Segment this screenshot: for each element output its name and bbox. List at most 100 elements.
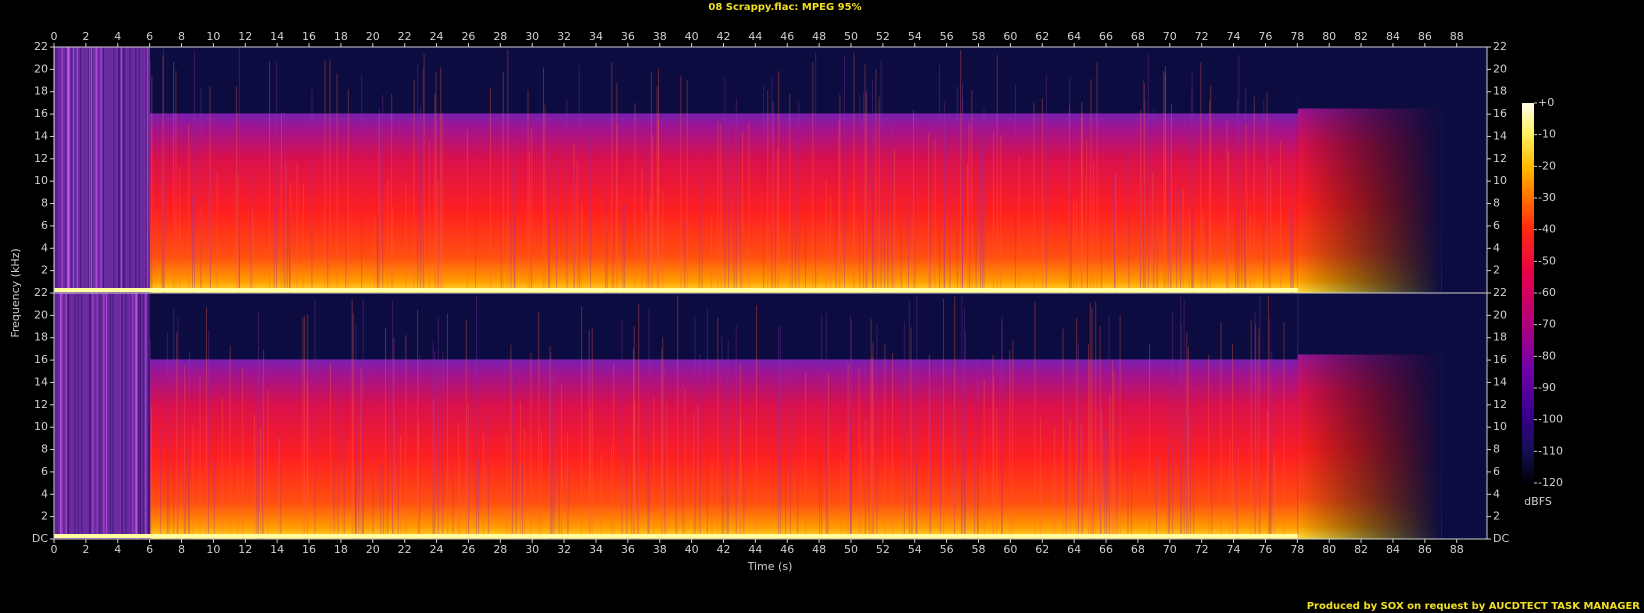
spectrogram <box>53 47 1487 539</box>
spectrum-tail-top <box>1297 83 1442 109</box>
colorbar-tick-label: -40 <box>1538 223 1556 236</box>
x-tick-label: 86 <box>1418 543 1432 556</box>
y-tick-label: 2 <box>41 264 48 277</box>
y-tick-label: 6 <box>41 219 48 232</box>
x-tick-label: 62 <box>1035 543 1049 556</box>
x-tick-label: 36 <box>621 543 635 556</box>
x-tick-label: 76 <box>1258 543 1272 556</box>
x-tick-label: 18 <box>334 30 348 43</box>
x-tick-label: 6 <box>146 30 153 43</box>
x-tick-label: 88 <box>1450 543 1464 556</box>
y-tick-label: 16 <box>1493 353 1507 366</box>
x-tick-label: 62 <box>1035 30 1049 43</box>
colorbar-tick-label: -50 <box>1538 254 1556 267</box>
x-tick-label: 74 <box>1227 30 1241 43</box>
x-tick-label: 66 <box>1099 543 1113 556</box>
y-tick-label: 8 <box>41 443 48 456</box>
y-tick-label: 4 <box>41 241 48 254</box>
colorbar-label: dBFS <box>1524 495 1552 508</box>
colorbar-tick-label: -120 <box>1538 476 1563 489</box>
x-tick-label: 72 <box>1195 543 1209 556</box>
x-tick-label: 2 <box>82 543 89 556</box>
x-tick-label: 84 <box>1386 543 1400 556</box>
colorbar-tick-label: -60 <box>1538 286 1556 299</box>
x-tick-label: 86 <box>1418 30 1432 43</box>
spectrum-intro <box>54 47 151 293</box>
x-tick-label: 54 <box>908 543 922 556</box>
y-tick-label: 16 <box>34 353 48 366</box>
x-tick-label: 20 <box>366 30 380 43</box>
x-tick-label: 58 <box>972 543 986 556</box>
x-tick-label: 8 <box>178 543 185 556</box>
y-tick-label: 10 <box>1493 174 1507 187</box>
y-tick-label: 18 <box>1493 331 1507 344</box>
x-tick-label: 40 <box>685 30 699 43</box>
y-tick-label: 12 <box>1493 398 1507 411</box>
spectrum-tail-fade <box>1297 342 1442 539</box>
x-tick-label: 14 <box>270 543 284 556</box>
x-tick-label: 24 <box>430 30 444 43</box>
y-axis-label: Frequency (kHz) <box>9 248 22 337</box>
x-tick-label: 8 <box>178 30 185 43</box>
spectrum-tail-fade <box>1297 96 1442 293</box>
colorbar-tick-label: +0 <box>1538 96 1554 109</box>
y-tick-label: 20 <box>1493 308 1507 321</box>
x-tick-label: 60 <box>1003 543 1017 556</box>
colorbar-tick-label: -30 <box>1538 191 1556 204</box>
x-tick-label: 0 <box>51 543 58 556</box>
y-tick-label: 14 <box>34 129 48 142</box>
x-tick-label: 76 <box>1258 30 1272 43</box>
y-tick-label: 20 <box>34 62 48 75</box>
x-tick-label: 10 <box>206 30 220 43</box>
x-tick-label: 4 <box>114 30 121 43</box>
x-tick-label: 16 <box>302 543 316 556</box>
x-tick-label: 84 <box>1386 30 1400 43</box>
y-tick-label: 14 <box>1493 375 1507 388</box>
spectrum-low <box>54 288 1298 292</box>
x-tick-label: 6 <box>146 543 153 556</box>
y-tick-label: 10 <box>34 174 48 187</box>
x-tick-label: 38 <box>653 30 667 43</box>
y-tick-label: 18 <box>34 85 48 98</box>
x-tick-label: 38 <box>653 543 667 556</box>
y-tick-label: 6 <box>1493 465 1500 478</box>
y-tick-label: DC <box>1493 532 1509 545</box>
spectrum-band <box>150 359 1298 539</box>
colorbar-tick-label: -110 <box>1538 444 1563 457</box>
y-tick-label: 10 <box>1493 420 1507 433</box>
x-tick-label: 72 <box>1195 30 1209 43</box>
x-tick-label: 52 <box>876 30 890 43</box>
y-tick-label: 8 <box>1493 197 1500 210</box>
x-tick-label: 52 <box>876 543 890 556</box>
y-tick-label: 20 <box>1493 62 1507 75</box>
x-tick-label: 12 <box>238 543 252 556</box>
y-tick-label: 2 <box>41 510 48 523</box>
y-tick-label: 20 <box>34 308 48 321</box>
x-tick-label: 44 <box>748 543 762 556</box>
x-tick-label: 10 <box>206 543 220 556</box>
x-tick-label: 48 <box>812 543 826 556</box>
x-tick-label: 56 <box>940 30 954 43</box>
x-tick-label: 40 <box>685 543 699 556</box>
x-tick-label: 66 <box>1099 30 1113 43</box>
x-tick-label: 22 <box>398 543 412 556</box>
y-tick-label: 14 <box>1493 129 1507 142</box>
y-tick-label: 4 <box>41 487 48 500</box>
y-tick-label: 8 <box>1493 443 1500 456</box>
x-tick-label: 42 <box>716 30 730 43</box>
y-tick-label: 14 <box>34 375 48 388</box>
y-tick-label: 18 <box>34 331 48 344</box>
x-tick-label: 70 <box>1163 30 1177 43</box>
x-tick-label: 50 <box>844 543 858 556</box>
y-tick-label: 4 <box>1493 241 1500 254</box>
y-tick-label: 18 <box>1493 85 1507 98</box>
x-tick-label: 42 <box>716 543 730 556</box>
x-tick-label: 56 <box>940 543 954 556</box>
y-tick-label: 4 <box>1493 487 1500 500</box>
y-tick-label: 22 <box>34 40 48 53</box>
y-tick-label: 2 <box>1493 510 1500 523</box>
x-tick-label: 60 <box>1003 30 1017 43</box>
x-tick-label: 12 <box>238 30 252 43</box>
spectrum-low <box>54 534 1298 538</box>
x-tick-label: 82 <box>1354 30 1368 43</box>
